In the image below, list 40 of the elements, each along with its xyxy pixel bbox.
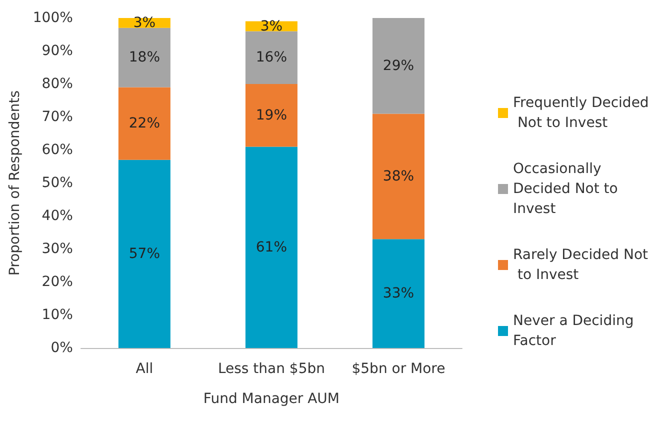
bar [118,87,170,160]
y-tick-label: 40% [42,208,73,224]
data-label: 3% [260,18,283,34]
legend-label: Never a Deciding Factor [513,313,638,349]
x-axis-title: Fund Manager AUM [203,391,340,407]
y-tick-label: 10% [42,307,73,323]
data-label: 22% [128,116,160,132]
x-tick-label: Less than $5bn [218,361,325,377]
y-tick-label: 70% [42,109,73,125]
bar [245,31,298,84]
data-label: 18% [128,50,160,66]
y-tick-label: 90% [42,43,73,59]
data-label: 29% [382,58,414,74]
data-label: 57% [128,246,160,262]
data-label: 3% [133,14,156,31]
bar [372,239,424,348]
y-tick-label: 60% [42,142,73,158]
bar [372,18,424,114]
y-tick-label: 20% [42,274,73,290]
x-tick-label: All [136,361,154,377]
legend-label: Rarely Decided Not to Invest [513,247,649,283]
data-label: 16% [256,50,288,66]
bar [245,146,298,348]
y-axis-title: Proportion of Respondents [7,90,23,276]
y-tick-label: 30% [42,241,73,257]
data-label: 61% [256,239,288,256]
y-tick-label: 0% [50,340,73,356]
legend-label: Occasionally Decided Not to Invest [513,161,622,217]
x-tick-label: $5bn or More [352,361,446,377]
bar [245,84,298,147]
data-label: 33% [382,286,414,302]
y-tick-label: 100% [32,10,73,26]
y-tick-label: 80% [42,76,73,92]
data-label: 38% [382,168,414,184]
bar [118,160,170,348]
data-label: 19% [256,107,288,124]
y-tick-label: 50% [42,175,73,191]
bar [118,28,170,88]
bar [372,114,424,240]
legend-label: Frequently Decided Not to Invest [513,95,649,131]
